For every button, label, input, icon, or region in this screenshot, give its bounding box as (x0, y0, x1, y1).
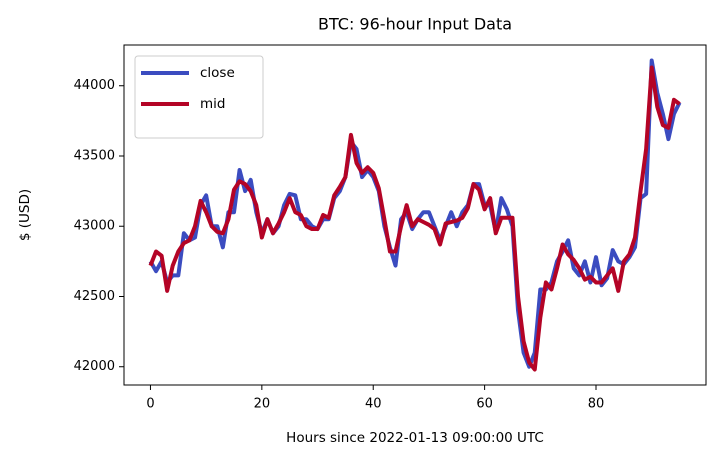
x-axis-label: Hours since 2022-01-13 09:00:00 UTC (286, 430, 544, 446)
y-tick-label: 43000 (74, 219, 115, 234)
y-tick-label: 43500 (74, 148, 115, 163)
line-series (148, 65, 681, 372)
y-tick-label: 44000 (74, 78, 115, 93)
x-tick-label: 40 (365, 397, 382, 412)
y-tick-label: 42500 (74, 289, 115, 304)
x-tick-label: 0 (146, 397, 154, 412)
plot-frame (123, 44, 707, 386)
legend-label: close (200, 65, 235, 81)
y-tick-label: 42000 (74, 359, 115, 374)
legend-label: mid (200, 96, 225, 112)
y-axis-label: $ (USD) (17, 189, 33, 241)
chart-title: BTC: 96-hour Input Data (318, 15, 512, 34)
x-tick-label: 20 (254, 397, 271, 412)
x-tick-label: 60 (476, 397, 493, 412)
legend-box (134, 55, 264, 139)
x-tick-label: 80 (588, 397, 605, 412)
